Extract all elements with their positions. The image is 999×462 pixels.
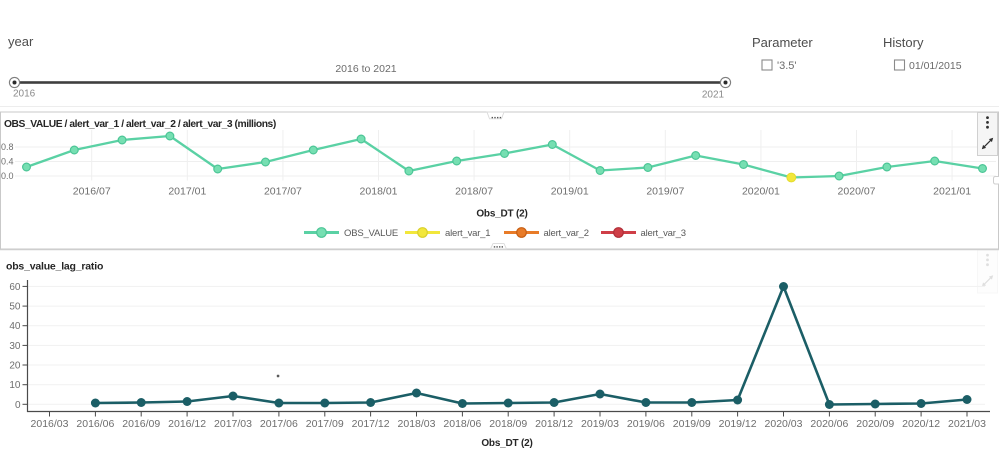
svg-text:Obs_DT (2): Obs_DT (2): [481, 438, 532, 449]
svg-text:2018/07: 2018/07: [455, 186, 493, 198]
svg-text:01/01/2015: 01/01/2015: [909, 60, 962, 72]
svg-text:10: 10: [9, 380, 21, 391]
svg-text:2017/09: 2017/09: [306, 418, 344, 430]
svg-text:2017/07: 2017/07: [264, 186, 302, 198]
svg-text:40: 40: [9, 321, 21, 332]
svg-text:2018/03: 2018/03: [398, 418, 436, 430]
svg-text:OBS_VALUE: OBS_VALUE: [344, 228, 398, 239]
svg-text:2021/03: 2021/03: [948, 418, 986, 430]
svg-text:2017/01: 2017/01: [168, 186, 206, 198]
svg-text:60: 60: [9, 282, 21, 293]
svg-text:2020/07: 2020/07: [838, 186, 876, 198]
svg-text:History: History: [883, 35, 924, 50]
svg-text:2017/06: 2017/06: [260, 418, 298, 430]
svg-text:2019/03: 2019/03: [581, 418, 619, 430]
svg-text:2018/09: 2018/09: [489, 418, 527, 430]
svg-text:2020/01: 2020/01: [742, 186, 780, 198]
svg-text:2020/09: 2020/09: [856, 418, 894, 430]
svg-text:2016/03: 2016/03: [31, 418, 69, 430]
svg-text:2019/06: 2019/06: [627, 418, 665, 430]
svg-text:2016: 2016: [13, 89, 36, 100]
svg-text:'3.5': '3.5': [777, 60, 797, 72]
svg-text:Obs_DT (2): Obs_DT (2): [476, 209, 527, 220]
svg-text:2019/01: 2019/01: [551, 186, 589, 198]
svg-text:2016/12: 2016/12: [168, 418, 206, 430]
svg-text:2019/12: 2019/12: [719, 418, 757, 430]
svg-text:2017/12: 2017/12: [352, 418, 390, 430]
svg-text:0: 0: [15, 400, 21, 411]
svg-text:2017/03: 2017/03: [214, 418, 252, 430]
svg-text:2021/01: 2021/01: [933, 186, 971, 198]
svg-text:2019/07: 2019/07: [646, 186, 684, 198]
svg-text:alert_var_3: alert_var_3: [641, 228, 686, 239]
svg-text:2018/06: 2018/06: [443, 418, 481, 430]
svg-text:2016 to 2021: 2016 to 2021: [335, 63, 396, 75]
svg-text:Parameter: Parameter: [752, 35, 813, 50]
svg-text:2016/06: 2016/06: [76, 418, 114, 430]
svg-text:2020/06: 2020/06: [810, 418, 848, 430]
svg-text:2020/12: 2020/12: [902, 418, 940, 430]
svg-text:2018/12: 2018/12: [535, 418, 573, 430]
svg-text:alert_var_2: alert_var_2: [544, 228, 589, 239]
svg-text:OBS_VALUE / alert_var_1 / aler: OBS_VALUE / alert_var_1 / alert_var_2 / …: [4, 119, 276, 130]
svg-text:2016/09: 2016/09: [122, 418, 160, 430]
svg-text:20: 20: [9, 361, 21, 372]
svg-text:0.4: 0.4: [1, 157, 14, 167]
svg-text:2020/03: 2020/03: [765, 418, 803, 430]
svg-text:2019/09: 2019/09: [673, 418, 711, 430]
svg-text:obs_value_lag_ratio: obs_value_lag_ratio: [6, 261, 103, 273]
svg-text:alert_var_1: alert_var_1: [445, 228, 490, 239]
svg-text:2018/01: 2018/01: [360, 186, 398, 198]
svg-text:0.0: 0.0: [1, 171, 14, 181]
svg-text:50: 50: [9, 302, 21, 313]
svg-text:2016/07: 2016/07: [73, 186, 111, 198]
svg-text:year: year: [8, 34, 34, 49]
svg-text:0.8: 0.8: [1, 142, 14, 152]
svg-text:2021: 2021: [702, 90, 725, 101]
svg-text:30: 30: [9, 341, 21, 352]
